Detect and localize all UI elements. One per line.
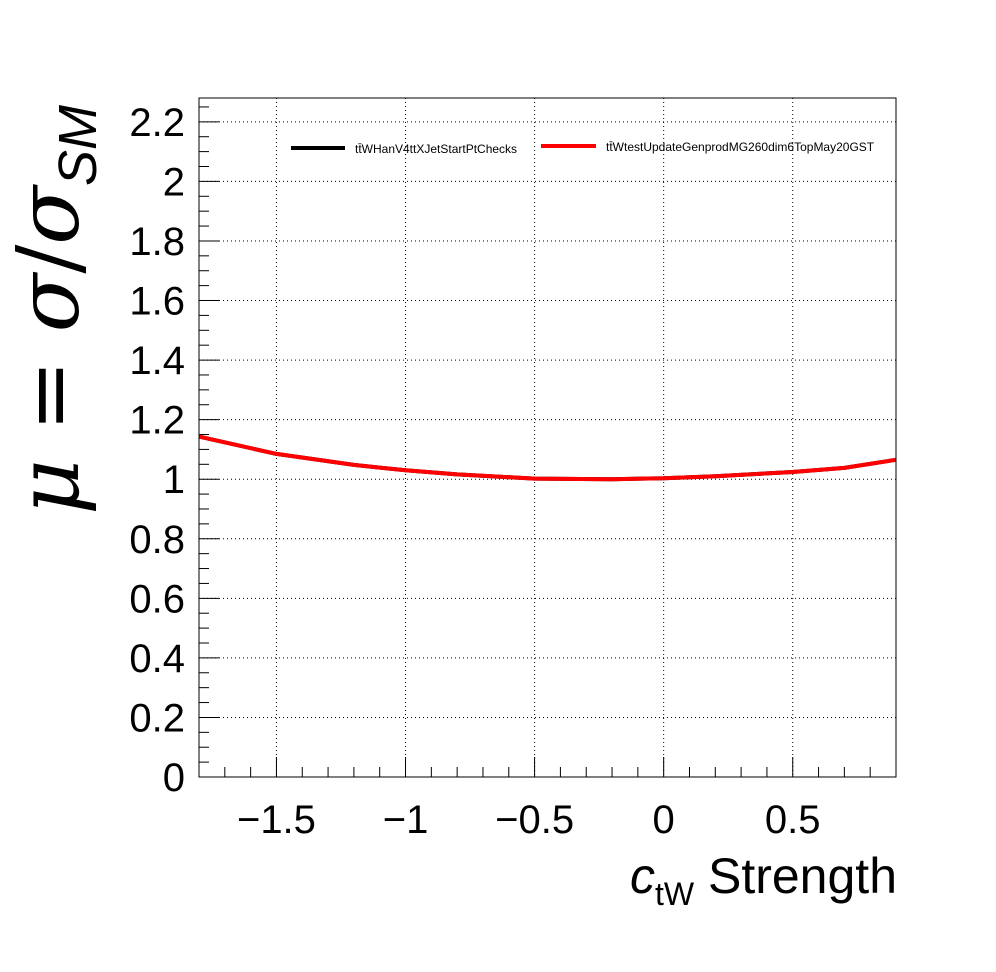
y-tick-label-4: 0.8 [129, 518, 185, 562]
y-axis-title-slash: / [0, 245, 99, 274]
x-tick-label-3: 0 [653, 798, 675, 842]
x-tick-label-1: −1 [383, 798, 429, 842]
x-axis-title: ctW Strength [630, 848, 897, 912]
y-tick-label-11: 2.2 [129, 101, 185, 145]
x-tick-label-2: −0.5 [495, 798, 574, 842]
x-axis-title-suffix: Strength [694, 848, 897, 904]
grid [199, 98, 896, 777]
y-axis-title-sigma: σ [0, 271, 99, 332]
x-axis-title-main: c [630, 848, 655, 904]
y-tick-label-5: 1 [163, 458, 185, 502]
x-tick-labels: −1.5 −1 −0.5 0 0.5 [237, 798, 821, 842]
y-tick-label-10: 2 [163, 160, 185, 204]
legend: tt̄WHanV4ttXJetStartPtChecks tt̄WtestUpd… [291, 140, 875, 156]
y-tick-label-9: 1.8 [129, 220, 185, 264]
y-tick-label-7: 1.4 [129, 339, 185, 383]
y-axis-title-eq: = [0, 332, 99, 459]
legend-label-1: tt̄WtestUpdateGenprodMG260dim6TopMay20GS… [606, 140, 875, 154]
x-axis-title-subscript: tW [655, 876, 695, 912]
y-tick-labels: 0 0.2 0.4 0.6 0.8 1 1.2 1.4 1.6 1.8 2 2.2 [129, 101, 185, 800]
y-axis-title-subscript: SM [48, 105, 108, 186]
plot-frame [198, 97, 897, 778]
y-axis-title-mu: μ [0, 459, 99, 515]
y-tick-label-3: 0.6 [129, 577, 185, 621]
y-axis-title: μ = σ/σSM [0, 105, 108, 515]
series-line-1 [198, 434, 897, 482]
y-tick-label-6: 1.2 [129, 399, 185, 443]
legend-label-0: tt̄WHanV4ttXJetStartPtChecks [355, 142, 517, 156]
y-axis-title-sigma-sm: σ [0, 184, 99, 245]
y-tick-label-1: 0.2 [129, 696, 185, 740]
y-tick-label-0: 0 [163, 756, 185, 800]
x-tick-label-4: 0.5 [765, 798, 821, 842]
series-lines [198, 434, 897, 482]
y-tick-label-8: 1.6 [129, 280, 185, 324]
y-tick-label-2: 0.4 [129, 637, 185, 681]
axis-ticks [198, 106, 897, 778]
x-tick-label-0: −1.5 [237, 798, 316, 842]
